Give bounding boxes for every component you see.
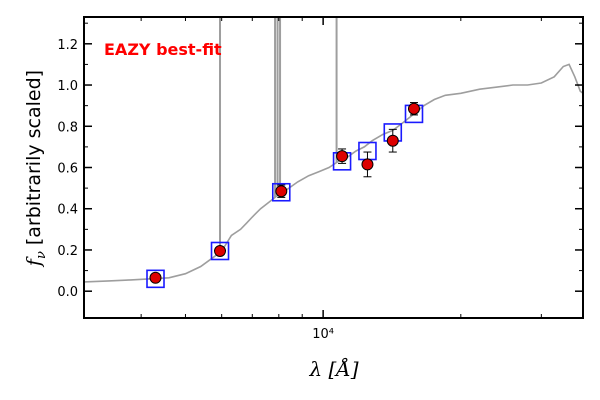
emission-lines-layer: [219, 17, 338, 253]
model-flux-box: [146, 269, 165, 289]
template-spectrum-layer: [83, 63, 584, 283]
y-tick-label: 1.2: [57, 38, 78, 53]
y-tick-label: 0.0: [57, 285, 78, 300]
observed-point: [386, 134, 399, 147]
y-tick-label: 1.0: [57, 79, 78, 94]
model-flux-box: [271, 182, 291, 202]
y-axis-text: [arbitrarily scaled]: [23, 70, 45, 245]
y-tick-label: 0.6: [57, 162, 78, 177]
observed-point: [361, 158, 374, 171]
x-axis-label: λ [Å]: [308, 356, 358, 381]
tick-layer: 0.0 0.2 0.4 0.6 0.8 1.0 1.2 10⁴: [57, 17, 583, 342]
observed-point: [214, 244, 227, 257]
observed-point: [149, 271, 162, 284]
y-axis-subscript: ν: [34, 251, 49, 259]
observed-point: [407, 102, 420, 115]
template-spectrum-line: [83, 63, 584, 283]
model-box-layer: [146, 104, 424, 289]
y-tick-label: 0.2: [57, 244, 78, 259]
y-axis-label: fν [arbitrarily scaled]: [23, 70, 49, 268]
x-tick-label: 10⁴: [312, 327, 334, 342]
y-axis-symbol: f: [23, 256, 45, 268]
annotation-label: EAZY best-fit: [104, 40, 222, 59]
model-flux-box: [210, 241, 230, 261]
observed-point-layer: [149, 102, 420, 284]
y-tick-label: 0.4: [57, 203, 78, 218]
y-tick-label: 0.8: [57, 120, 78, 135]
observed-point: [336, 150, 349, 163]
observed-point: [275, 185, 288, 198]
